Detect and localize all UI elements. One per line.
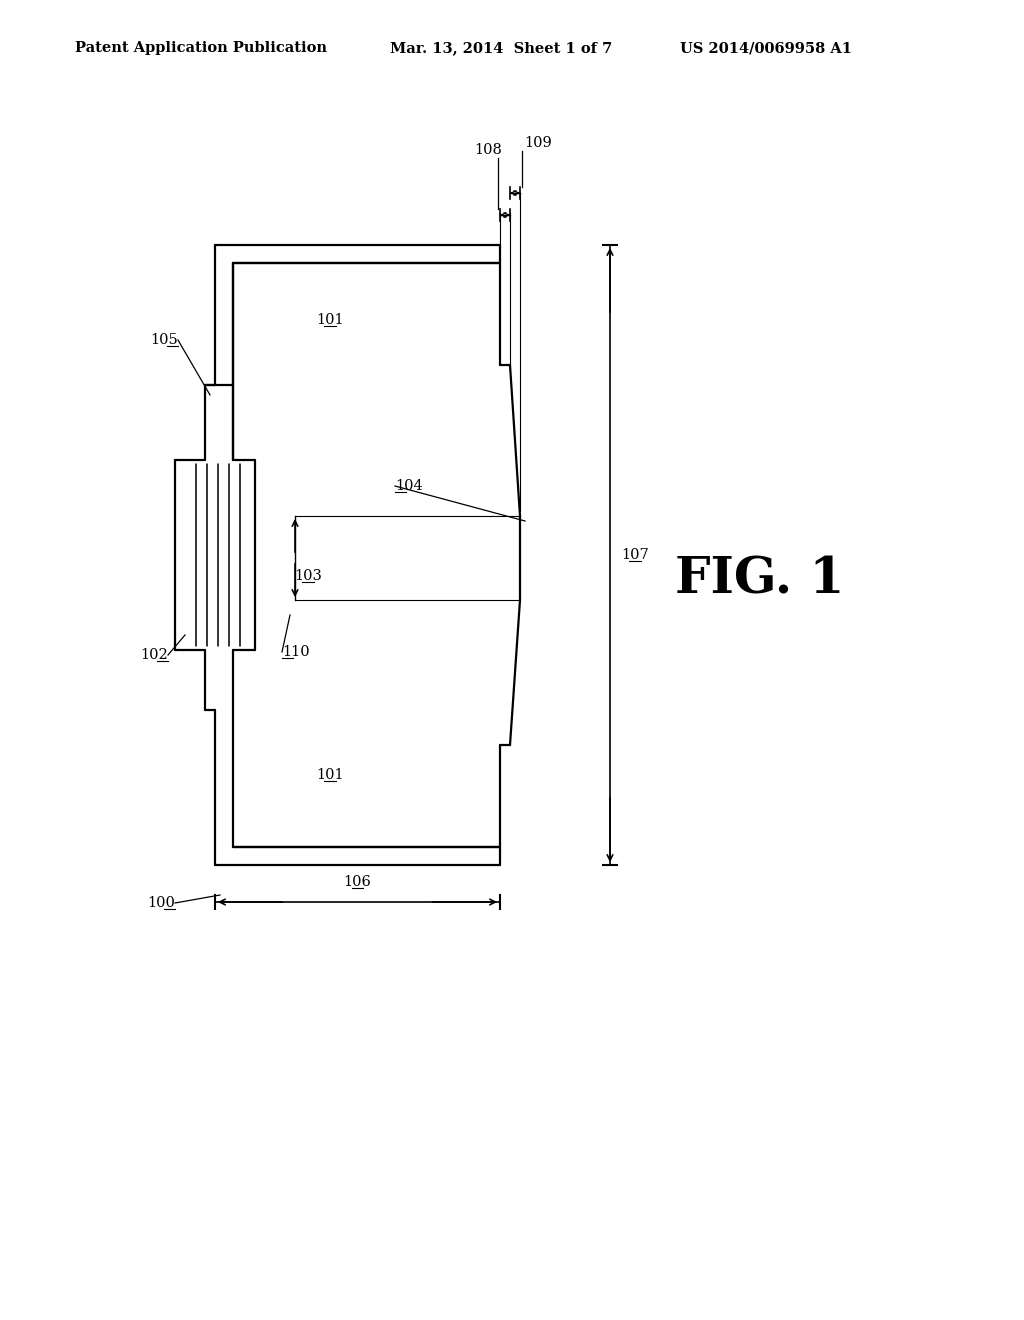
Text: 103: 103 xyxy=(294,569,322,583)
Text: Mar. 13, 2014  Sheet 1 of 7: Mar. 13, 2014 Sheet 1 of 7 xyxy=(390,41,612,55)
Text: 104: 104 xyxy=(395,479,423,492)
Text: 101: 101 xyxy=(316,313,344,327)
Text: 107: 107 xyxy=(622,548,649,562)
Text: 110: 110 xyxy=(282,645,309,659)
Text: US 2014/0069958 A1: US 2014/0069958 A1 xyxy=(680,41,852,55)
Text: 100: 100 xyxy=(147,896,175,909)
Text: FIG. 1: FIG. 1 xyxy=(675,556,845,605)
Text: 109: 109 xyxy=(524,136,552,150)
Text: Patent Application Publication: Patent Application Publication xyxy=(75,41,327,55)
Text: 106: 106 xyxy=(344,875,372,888)
Text: 105: 105 xyxy=(151,333,178,347)
Text: 102: 102 xyxy=(140,648,168,663)
Text: 101: 101 xyxy=(316,768,344,781)
Text: 108: 108 xyxy=(474,143,502,157)
